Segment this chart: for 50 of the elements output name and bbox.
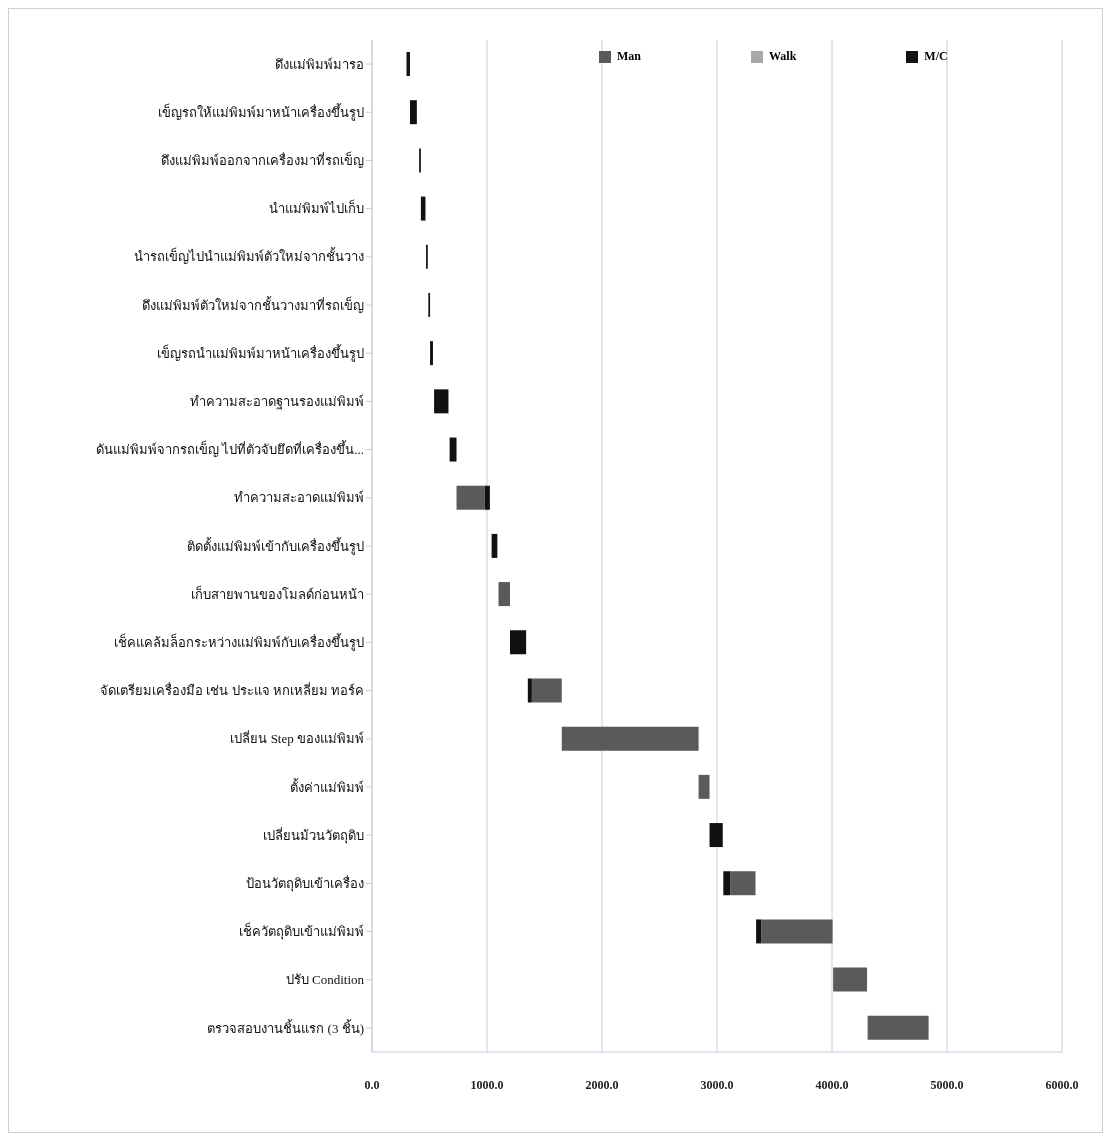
y-tick-label: จัดเตรียมเครื่องมือ เช่น ประแจ หกเหลี่ยม ทอร์ค bbox=[100, 682, 364, 699]
y-tick-label: นำรถเข็ญไปนำแม่พิมพ์ตัวใหม่จากชั้นวาง bbox=[134, 247, 364, 265]
y-tick-label: เข็ญรถให้แม่พิมพ์มาหน้าเครื่องขึ้นรูป bbox=[158, 102, 364, 121]
y-tick-label: ตั้งค่าแม่พิมพ์ bbox=[290, 777, 364, 795]
bar bbox=[527, 678, 532, 703]
y-tick-label: ดึงแม่พิมพ์มารอ bbox=[275, 56, 364, 72]
y-tick-label: ทำความสะอาดฐานรองแม่พิมพ์ bbox=[190, 394, 364, 411]
legend-label: Walk bbox=[769, 49, 797, 64]
bar bbox=[498, 582, 510, 607]
x-tick-label: 1000.0 bbox=[470, 1077, 504, 1092]
bar bbox=[510, 630, 527, 655]
bar bbox=[430, 341, 433, 366]
bar bbox=[723, 871, 731, 896]
bar bbox=[698, 774, 710, 799]
y-tick-label: เปลี่ยนม้วนวัตถุดิบ bbox=[263, 826, 364, 844]
bar bbox=[867, 1015, 929, 1040]
bar bbox=[730, 871, 756, 896]
y-tick-label: ทำความสะอาดแม่พิมพ์ bbox=[234, 490, 364, 506]
x-tick-label: 0.0 bbox=[364, 1077, 380, 1092]
y-tick-label: เข็ญรถนำแม่พิมพ์มาหน้าเครื่องขึ้นรูป bbox=[157, 343, 364, 362]
x-tick-label: 6000.0 bbox=[1045, 1077, 1079, 1092]
x-tick-label: 5000.0 bbox=[930, 1077, 964, 1092]
y-tick-label: ดึงแม่พิมพ์ออกจากเครื่องมาที่รถเข็ญ bbox=[161, 151, 364, 169]
bar bbox=[449, 437, 457, 462]
bar bbox=[456, 485, 485, 510]
legend-label: M/C bbox=[924, 49, 948, 64]
y-tick-label: เปลี่ยน Step ของแม่พิมพ์ bbox=[230, 730, 364, 747]
y-tick-label: ดึงแม่พิมพ์ตัวใหม่จากชั้นวางมาที่รถเข็ญ bbox=[142, 295, 364, 313]
bar bbox=[409, 100, 417, 125]
y-tick-label: ดันแม่พิมพ์จากรถเข็ญ ไปที่ตัวจับยึดที่เครื่องขึ้น... bbox=[96, 440, 364, 458]
y-tick-label: เก็บสายพานของโมลด์ก่อนหน้า bbox=[191, 584, 364, 602]
bar bbox=[484, 485, 490, 510]
y-tick-label: นำแม่พิมพ์ไปเก็บ bbox=[269, 199, 364, 217]
bar bbox=[709, 823, 723, 848]
x-tick-label: 2000.0 bbox=[585, 1077, 619, 1092]
bar bbox=[531, 678, 562, 703]
bar bbox=[756, 919, 762, 944]
y-tick-label: ป้อนวัตถุดิบเข้าเครื่อง bbox=[246, 874, 364, 892]
y-tick-label: ติดตั้งแม่พิมพ์เข้ากับเครื่องขึ้นรูป bbox=[187, 536, 364, 555]
y-tick-label: เช็คแคล้มล็อกระหว่างแม่พิมพ์กับเครื่องขึ้นรูป bbox=[114, 633, 364, 651]
legend-label: Man bbox=[617, 49, 641, 64]
y-tick-label: เช็ควัตถุดิบเข้าแม่พิมพ์ bbox=[239, 922, 364, 941]
bar bbox=[833, 967, 868, 992]
x-tick-label: 3000.0 bbox=[700, 1077, 734, 1092]
x-tick-label: 4000.0 bbox=[815, 1077, 849, 1092]
bar bbox=[561, 726, 699, 751]
y-tick-label: ปรับ Condition bbox=[285, 972, 365, 988]
bar bbox=[434, 389, 449, 414]
bar bbox=[761, 919, 833, 944]
y-tick-label: ตรวจสอบงานชิ้นแรก (3 ชิ้น) bbox=[207, 1018, 364, 1036]
